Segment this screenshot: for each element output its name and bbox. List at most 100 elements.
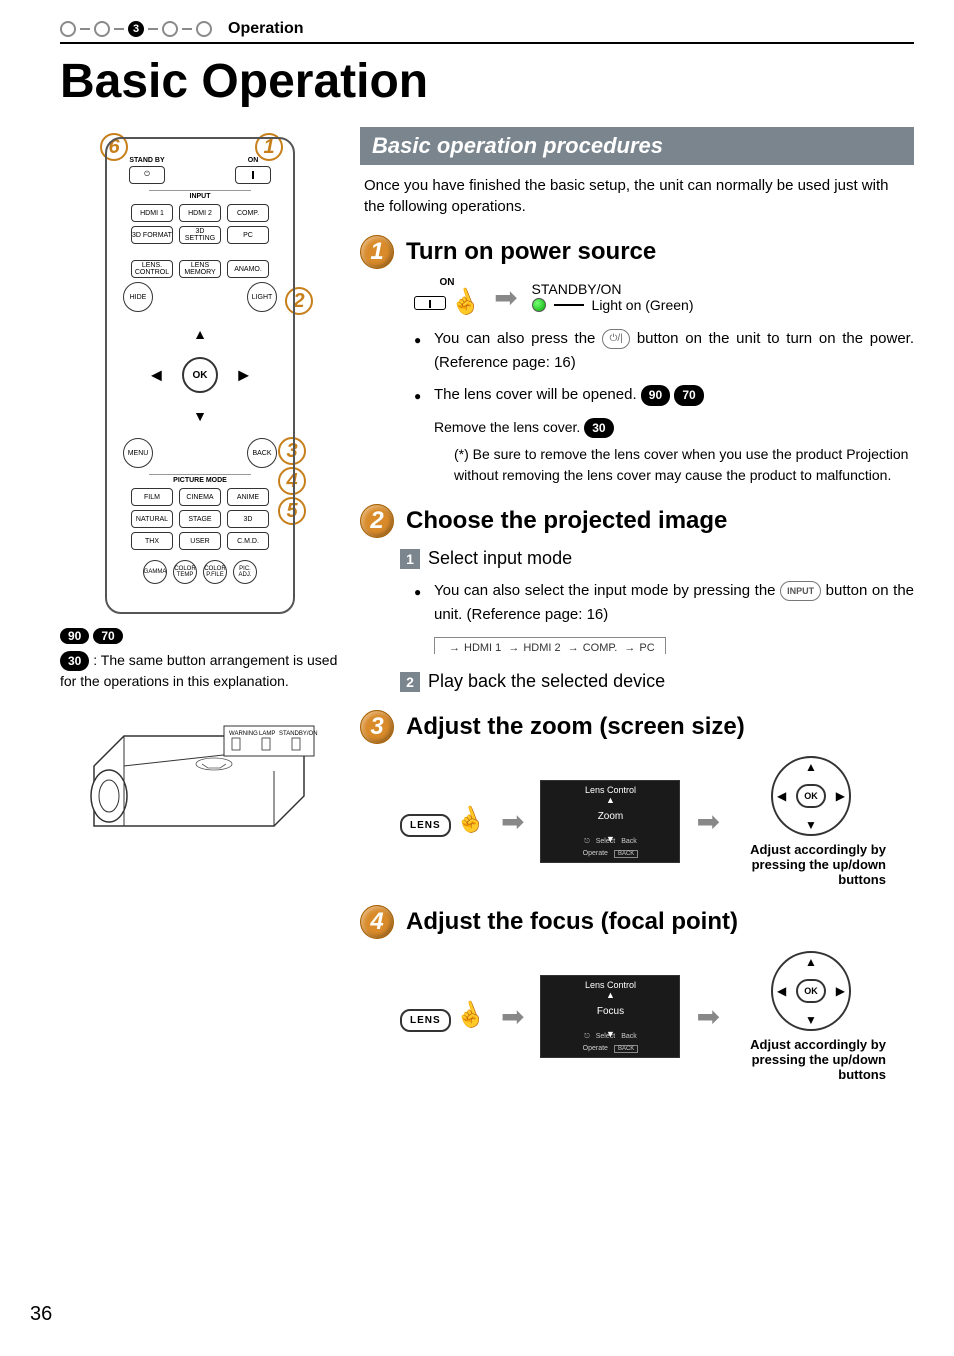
badge-30: 30 — [60, 651, 89, 671]
arrow-icon-4b: ➡ — [696, 1000, 719, 1033]
on-button-icon — [414, 296, 446, 310]
step1-line3: Remove the lens cover. 30 — [434, 417, 914, 438]
sub-2-icon: 2 — [400, 672, 420, 692]
arrow-icon-3b: ➡ — [696, 805, 719, 838]
lens-button-icon-4: LENS — [400, 1009, 451, 1032]
anime-button: ANIME — [227, 488, 269, 506]
hdmi2-button: HDMI 2 — [179, 204, 221, 222]
pc-button: PC — [227, 226, 269, 244]
badge-30-inline: 30 — [584, 418, 613, 438]
step2-sub2: 2 Play back the selected device — [400, 671, 914, 692]
badge-70-inline: 70 — [674, 385, 703, 406]
finger-icon: ☝ — [446, 284, 484, 321]
badge-90-inline: 90 — [641, 385, 670, 406]
input-section-label: INPUT — [115, 193, 285, 200]
back-button: BACK — [247, 438, 277, 468]
lens-button-icon: LENS — [400, 814, 451, 837]
mini-dpad-3: ▲▼◀▶ OK — [771, 756, 851, 836]
natural-button: NATURAL — [131, 510, 173, 528]
dpad: ▲ ▼ ◀ ▶ OK — [145, 320, 255, 430]
pic-adj-button: PIC. ADJ. — [233, 560, 257, 584]
color-pfile-button: COLOR P.FILE — [203, 560, 227, 584]
step-3: 3 Adjust the zoom (screen size) LENS ☝ ➡… — [360, 710, 914, 887]
bc-step-5 — [196, 21, 212, 37]
arrow-icon: ➡ — [494, 281, 517, 314]
left-note: 30 : The same button arrangement is used… — [60, 650, 340, 692]
hdmi1-button: HDMI 1 — [131, 204, 173, 222]
bc-step-1 — [60, 21, 76, 37]
hide-button: HIDE — [123, 282, 153, 312]
light-button: LIGHT — [247, 282, 277, 312]
step-4: 4 Adjust the focus (focal point) LENS ☝ … — [360, 905, 914, 1082]
breadcrumb-label: Operation — [228, 20, 304, 38]
color-temp-button: COLOR TEMP — [173, 560, 197, 584]
badge-90: 90 — [60, 628, 89, 644]
user-button: USER — [179, 532, 221, 550]
step-2-title: Choose the projected image — [406, 507, 727, 535]
right-arrow-icon: ▶ — [238, 367, 249, 384]
finger-icon-4: ☝ — [451, 997, 489, 1034]
stage-button: STAGE — [179, 510, 221, 528]
anamo-button: ANAMO. — [227, 260, 269, 278]
input-chain: →HDMI 1 →HDMI 2 →COMP. →PC — [434, 637, 666, 654]
ok-button: OK — [182, 357, 218, 393]
step1-bullet2: The lens cover will be opened. 90 70 — [414, 383, 914, 407]
3d-setting-button: 3D SETTING — [179, 226, 221, 244]
badge-70: 70 — [93, 628, 122, 644]
bc-step-2 — [94, 21, 110, 37]
step2-sub1: 1 Select input mode — [400, 548, 914, 569]
green-led-icon — [532, 298, 546, 312]
intro-text: Once you have finished the basic setup, … — [364, 175, 910, 217]
on-label: ON — [235, 157, 271, 164]
gamma-button: GAMMA — [143, 560, 167, 584]
model-badges: 90 70 — [60, 628, 340, 644]
bc-step-3-active: 3 — [128, 21, 144, 37]
down-arrow-icon: ▼ — [193, 408, 207, 424]
step2-bullet: You can also select the input mode by pr… — [414, 579, 914, 627]
lens-control-button: LENS. CONTROL — [131, 260, 173, 278]
step-4-title: Adjust the focus (focal point) — [406, 908, 738, 936]
step-1: 1 Turn on power source ON ☝ ➡ STANDBY/ON — [360, 235, 914, 486]
film-button: FILM — [131, 488, 173, 506]
on-button — [235, 166, 271, 184]
sub-1-icon: 1 — [400, 549, 420, 569]
comp-button: COMP. — [227, 204, 269, 222]
section-header: Basic operation procedures — [360, 127, 914, 165]
input-icon: INPUT — [780, 581, 821, 601]
proj-warning-label: WARNING — [229, 731, 258, 737]
page-number: 36 — [30, 1303, 52, 1326]
lens-memory-button: LENS MEMORY — [179, 260, 221, 278]
step-3-title: Adjust the zoom (screen size) — [406, 713, 745, 741]
left-arrow-icon: ◀ — [151, 367, 162, 384]
3d-format-button: 3D FORMAT — [131, 226, 173, 244]
page-title: Basic Operation — [60, 54, 914, 109]
step-2: 2 Choose the projected image 1 Select in… — [360, 504, 914, 692]
mini-dpad-4: ▲▼◀▶ OK — [771, 951, 851, 1031]
proj-lamp-label: LAMP — [259, 731, 275, 737]
step-1-number: 1 — [360, 235, 394, 269]
osd-focus: Lens Control ▲ Focus ▼ ⎋Select Back Oper… — [540, 975, 680, 1058]
step-2-number: 2 — [360, 504, 394, 538]
step-4-number: 4 — [360, 905, 394, 939]
up-arrow-icon: ▲ — [193, 326, 207, 342]
cmd-button: C.M.D. — [227, 532, 269, 550]
proj-standby-label: STANDBY/ON — [279, 731, 318, 737]
adjust-note-3: Adjust accordingly by pressing the up/do… — [736, 842, 886, 887]
standby-on-label: STANDBY/ON — [532, 281, 622, 297]
light-on-label: Light on (Green) — [592, 297, 694, 313]
arrow-icon-3a: ➡ — [501, 805, 524, 838]
menu-button: MENU — [123, 438, 153, 468]
left-note-text: : The same button arrangement is used fo… — [60, 652, 337, 689]
arrow-icon-4a: ➡ — [501, 1000, 524, 1033]
step1-bullet1: You can also press the ⏻/| button on the… — [414, 327, 914, 375]
power-icon: ⏻/| — [602, 329, 630, 349]
standby-label: STAND BY — [129, 157, 165, 164]
thx-button: THX — [131, 532, 173, 550]
finger-icon-3: ☝ — [451, 802, 489, 839]
standby-button: ⏻ — [129, 166, 165, 184]
bc-step-4 — [162, 21, 178, 37]
3d-button: 3D — [227, 510, 269, 528]
step1-note: (*) Be sure to remove the lens cover whe… — [454, 444, 914, 486]
picture-mode-label: PICTURE MODE — [115, 477, 285, 484]
breadcrumb: 3 Operation — [60, 20, 914, 44]
